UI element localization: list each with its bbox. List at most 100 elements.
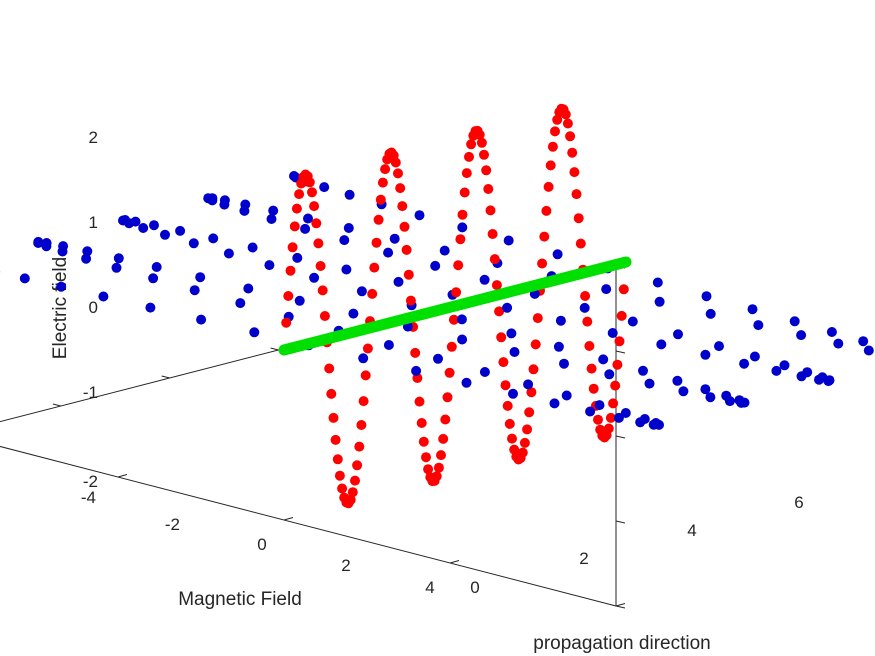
electric-field-point [373, 214, 384, 225]
electric-field-point [464, 151, 474, 162]
magnetic-field-point [430, 260, 441, 271]
magnetic-field-point [309, 272, 320, 283]
z-tick-mark [615, 520, 626, 524]
electric-field-point [545, 160, 556, 171]
magnetic-field-point [736, 397, 747, 408]
electric-field-point [438, 433, 449, 444]
magnetic-field-point [41, 241, 52, 252]
magnetic-field-point [81, 253, 92, 264]
electric-field-point [593, 414, 603, 425]
electric-field-point [380, 164, 391, 175]
magnetic-field-point [300, 223, 311, 234]
magnetic-field-point [604, 369, 615, 380]
electric-field-point [397, 201, 408, 212]
electric-field-point [416, 418, 427, 428]
magnetic-field-point [461, 377, 472, 388]
electric-field-point [522, 424, 533, 435]
x-tick-mark [270, 347, 279, 351]
electric-field-point [433, 462, 444, 473]
electric-field-point [382, 154, 393, 165]
z-tick-label: -1 [83, 383, 98, 402]
axes [0, 265, 626, 609]
electric-field-point [377, 177, 388, 188]
electric-field-point [481, 165, 492, 176]
electric-field-point [573, 213, 584, 224]
electric-field-point [586, 363, 597, 374]
magnetic-field-point [247, 242, 258, 253]
electric-field-point [610, 380, 621, 391]
plot-points [0, 103, 874, 509]
electric-field-point [494, 306, 505, 317]
electric-field-point [289, 221, 300, 232]
electric-field-point [296, 178, 307, 189]
magnetic-field-point [292, 252, 303, 263]
electric-field-point [418, 436, 429, 447]
x-tick-label: 2 [579, 549, 588, 568]
magnetic-field-point [414, 210, 425, 221]
electric-field-point [311, 218, 322, 229]
electric-field-point [410, 347, 421, 358]
magnetic-field-point [779, 360, 790, 371]
y-tick-mark [615, 603, 626, 607]
electric-field-point [461, 168, 472, 179]
electric-field-point [616, 310, 627, 321]
electric-field-point [352, 460, 363, 471]
electric-field-point [584, 341, 595, 351]
magnetic-field-point [506, 328, 517, 339]
magnetic-field-point [789, 316, 800, 327]
magnetic-field-point [833, 338, 844, 349]
electric-field-point [479, 149, 489, 160]
electric-field-point [309, 201, 320, 212]
z-tick-label: 2 [89, 128, 98, 147]
magnetic-field-point [195, 272, 206, 283]
magnetic-field-point [268, 205, 279, 216]
magnetic-field-point [207, 195, 218, 206]
electric-field-point [507, 433, 517, 444]
electric-field-point [612, 359, 623, 370]
axis-labels: Electric field Magnetic Field propagatio… [50, 257, 711, 654]
magnetic-field-point [863, 345, 874, 356]
magnetic-field-point [113, 253, 124, 264]
magnetic-field-point [266, 214, 277, 224]
magnetic-field-point [235, 298, 246, 309]
magnetic-field-point [627, 316, 638, 327]
magnetic-field-point [239, 205, 250, 216]
magnetic-field-point [189, 285, 200, 296]
magnetic-field-point [749, 351, 760, 362]
magnetic-field-point [598, 354, 609, 365]
electric-field-point [281, 317, 292, 328]
electric-field-point [562, 118, 573, 129]
magnetic-field-point [457, 334, 468, 345]
magnetic-field-point [656, 339, 667, 350]
x-tick-label: 4 [687, 521, 696, 540]
magnetic-field-point [98, 291, 109, 302]
magnetic-field-point [724, 396, 735, 407]
magnetic-field-point [502, 302, 513, 313]
electric-field-point [519, 437, 530, 448]
z-tick-mark [615, 605, 626, 609]
electric-field-point [356, 420, 367, 430]
electric-field-point [405, 295, 416, 306]
magnetic-field-point [249, 327, 260, 338]
electric-field-point [317, 285, 328, 296]
electric-field-point [330, 434, 341, 445]
magnetic-field-point [549, 398, 560, 409]
electric-field-point [423, 464, 434, 475]
magnetic-field-point [208, 233, 219, 244]
magnetic-field-point [383, 340, 394, 350]
magnetic-field-point [264, 260, 275, 271]
magnetic-field-point [739, 358, 750, 369]
electric-field-point [588, 383, 599, 394]
magnetic-field-point [673, 329, 683, 340]
magnetic-field-point [594, 400, 605, 411]
electric-field-point [313, 238, 324, 249]
magnetic-field-point [319, 182, 330, 193]
magnetic-field-point [148, 273, 159, 284]
electric-field-point [498, 357, 509, 368]
electric-field-point [550, 126, 560, 137]
electric-field-point [528, 364, 539, 375]
y-tick-label: -2 [165, 515, 180, 534]
electric-field-point [291, 203, 302, 214]
magnetic-field-point [149, 220, 159, 231]
